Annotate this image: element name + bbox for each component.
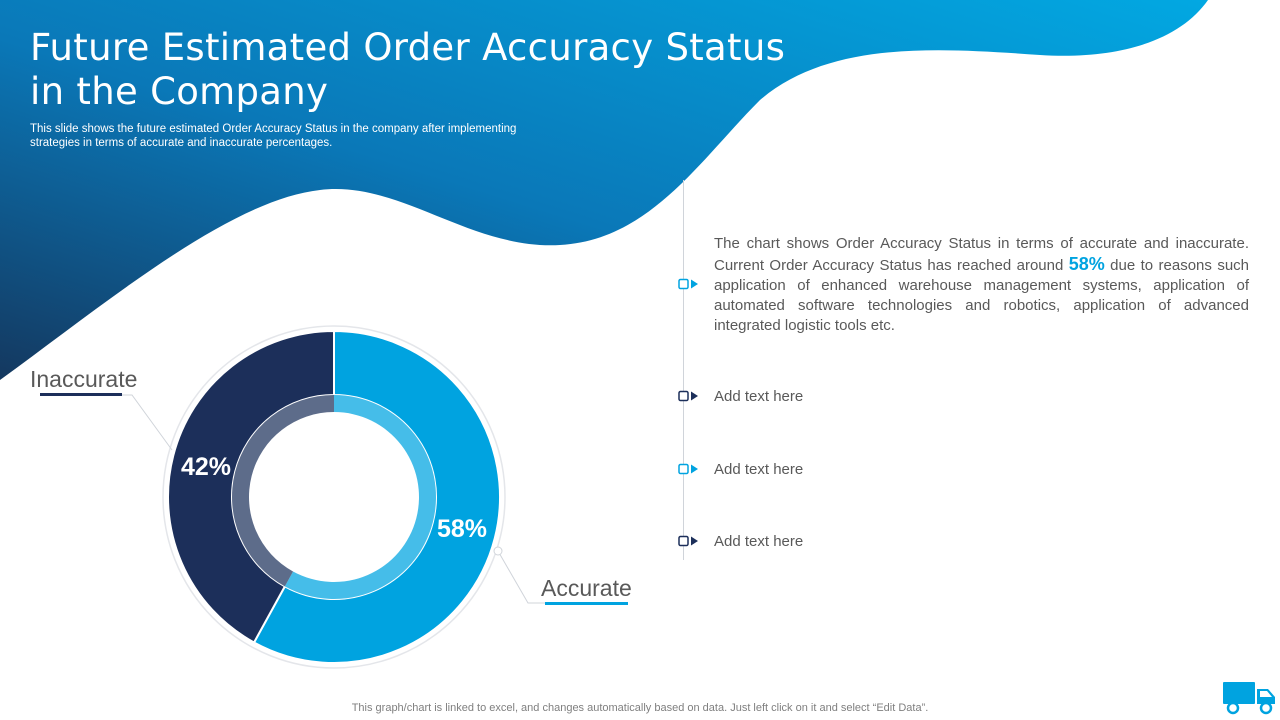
leader-dot-accurate (493, 546, 503, 556)
timeline-line (683, 180, 684, 560)
timeline-highlight-value: 58% (1068, 254, 1105, 274)
delivery-truck-icon (1223, 682, 1275, 715)
leader-line-inaccurate (40, 394, 173, 451)
timeline-text-4[interactable]: Add text here (714, 533, 804, 550)
timeline-text-1: The chart shows Order Accuracy Status in… (714, 234, 1249, 336)
inner-ring-accurate (284, 395, 436, 599)
slide-subtitle: This slide shows the future estimated Or… (30, 123, 517, 149)
category-label-accurate: Accurate (541, 575, 632, 601)
inner-ring-inaccurate (231, 395, 334, 587)
bullet-arrow-icon (678, 463, 698, 475)
data-label-accurate: 58% (437, 515, 487, 543)
timeline-text-2[interactable]: Add text here (714, 388, 804, 405)
data-label-inaccurate: 42% (181, 453, 231, 481)
chart-outer-ring (162, 325, 506, 669)
timeline-text-3[interactable]: Add text here (714, 461, 804, 478)
slide-title: Future Estimated Order Accuracy Status i… (30, 26, 786, 113)
timeline-text-1-end: due to reasons such application of enhan… (714, 257, 1249, 334)
timeline-text-1-start: The chart shows Order Accuracy Status in… (714, 235, 1249, 274)
footer-note: This graph/chart is linked to excel, and… (351, 702, 929, 714)
bullet-arrow-icon (678, 535, 698, 547)
slice-accurate[interactable] (252, 329, 501, 664)
bullet-arrow-icon (678, 390, 698, 402)
category-label-inaccurate: Inaccurate (30, 366, 137, 392)
underline-accurate (545, 602, 628, 605)
bullet-arrow-icon (678, 278, 698, 290)
underline-inaccurate (40, 393, 122, 396)
